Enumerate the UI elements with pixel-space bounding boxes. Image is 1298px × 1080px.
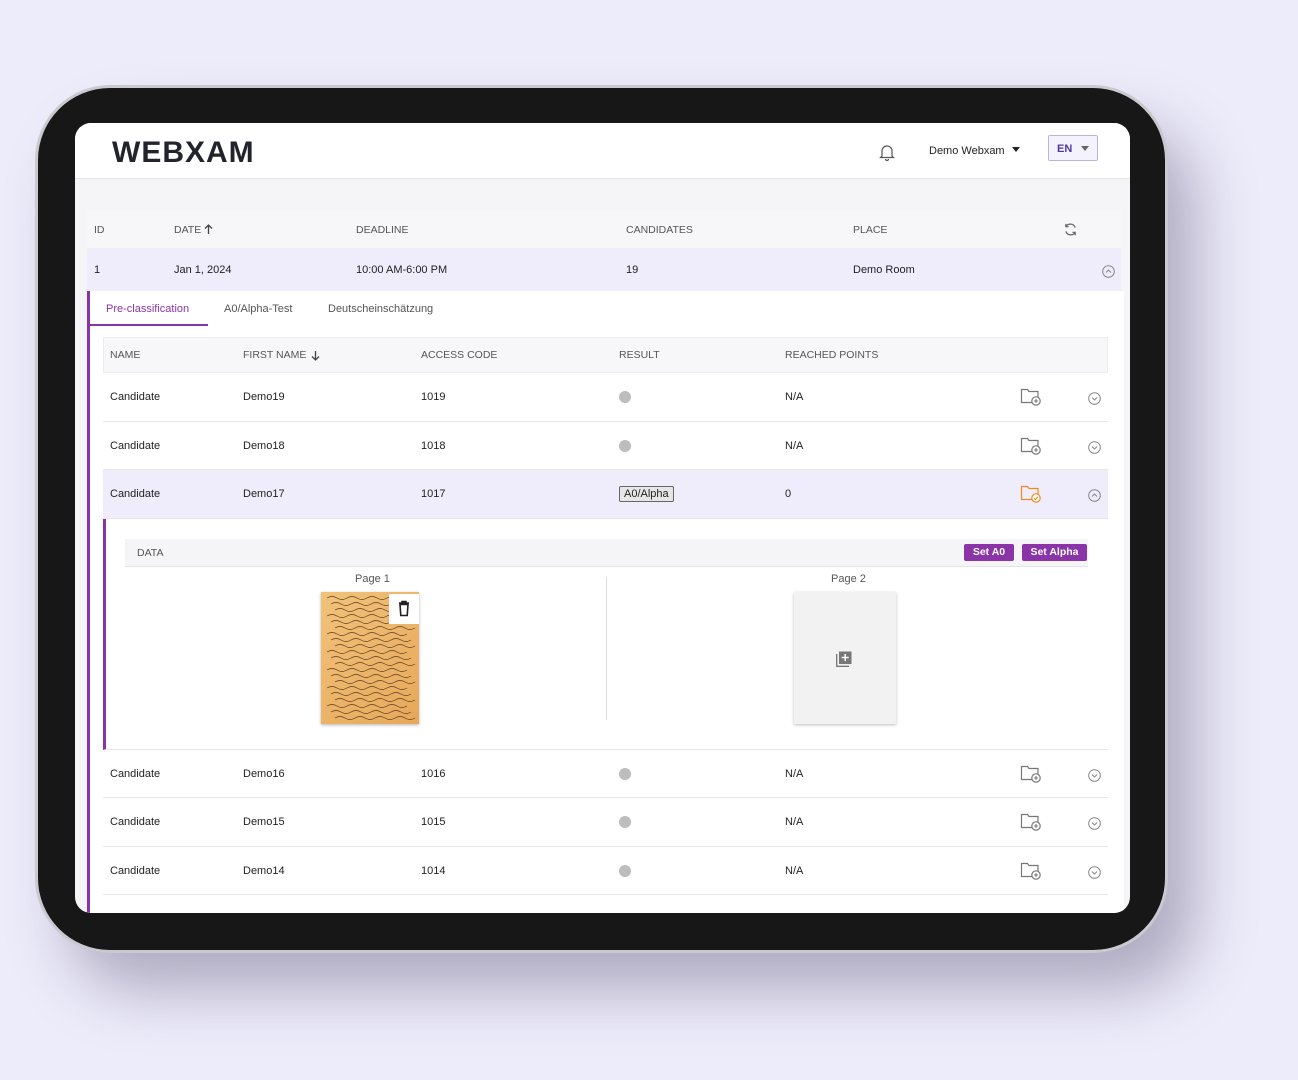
bell-icon[interactable] [879,143,895,161]
page-scan[interactable] [321,591,419,724]
data-bar: DATA Set A0 Set Alpha [125,538,1088,567]
language-select[interactable]: EN [1048,135,1098,161]
result-dot [619,391,631,403]
candidate-row[interactable]: Candidate Demo16 1016 N/A [103,749,1108,798]
exam-table: ID DATE DEADLINE CANDIDATES PLACE 1 Jan 1, 202… [87,211,1121,291]
column-header: NAME [110,349,141,361]
cell: 1018 [421,439,446,452]
action-button[interactable]: Set Alpha [1022,543,1087,561]
page-label: Page 2 [831,572,866,585]
cell: 1015 [421,816,446,828]
section-title: DATA [137,546,164,559]
cell: 1 [94,264,101,276]
cell: Candidate [110,767,161,780]
collapse-icon[interactable] [1088,489,1101,502]
cell: Jan 1, 2024 [174,264,232,276]
cell: 0 [785,488,792,500]
upload-folder-icon[interactable] [1020,386,1042,408]
expand-icon[interactable] [1088,817,1101,830]
cell: 1014 [421,864,446,877]
refresh-icon[interactable] [1063,222,1078,237]
cell: 1019 [421,391,446,403]
tab[interactable]: A0/Alpha-Test [224,303,293,315]
candidate-header [103,337,1108,373]
candidate-row[interactable]: Candidate Demo18 1018 N/A [103,421,1108,470]
tab[interactable]: Deutscheinschätzung [328,303,434,315]
delete-button[interactable] [389,593,419,624]
sort-desc-icon[interactable] [311,350,320,361]
column-header: ACCESS CODE [421,349,498,361]
exam-header [87,211,1121,249]
cell: N/A [785,816,804,828]
candidate-row[interactable]: Candidate Demo19 1019 N/A [103,373,1108,422]
cell: 10:00 AM-6:00 PM [356,264,448,276]
candidate-row[interactable]: Candidate Demo15 1015 N/A [103,798,1108,847]
result-dot [619,864,631,877]
cell: N/A [785,391,804,403]
page-placeholder[interactable] [794,591,896,724]
expand-icon[interactable] [1088,392,1101,405]
expand-icon[interactable] [1088,768,1101,782]
collapse-icon[interactable] [1102,265,1115,278]
cell: Candidate [110,816,161,828]
cell: Candidate [110,439,161,452]
cell: 1017 [421,488,446,500]
cell: Demo Room [853,264,915,276]
cell: N/A [785,767,804,780]
cell: Demo14 [243,864,285,877]
upload-folder-icon[interactable] [1020,860,1042,882]
column-header: PLACE [853,224,888,236]
candidate-detail: DATA Set A0 Set Alpha Page 1 Page 2 [103,518,1108,750]
cell: Demo17 [243,488,285,500]
column-header: CANDIDATES [626,224,693,236]
cell: Candidate [110,391,161,403]
result-dot [619,439,631,452]
exam-row[interactable] [87,248,1121,291]
cell: 19 [626,264,639,276]
upload-folder-icon[interactable] [1020,483,1042,505]
candidate-row[interactable]: Candidate Demo14 1014 N/A [103,846,1108,895]
page-label: Page 1 [355,572,390,585]
action-button[interactable]: Set A0 [964,543,1014,561]
candidate-row[interactable]: Candidate Demo17 1017 A0/Alpha 0 [103,470,1108,519]
cell: Candidate [110,488,161,500]
language: EN [1057,143,1073,155]
expand-icon[interactable] [1088,440,1101,454]
sort-asc-icon[interactable] [204,224,213,235]
column-header: DEADLINE [356,224,409,236]
divider [606,576,607,720]
add-page-icon[interactable] [836,651,852,667]
column-header: DATE [174,224,202,236]
column-header: REACHED POINTS [785,349,879,361]
screen: WEBXAM Demo Webxam EN ID DATE DEADLINE CAND… [75,123,1130,913]
active-tab-indicator [90,324,208,326]
cell: Candidate [110,864,161,877]
column-header: RESULT [619,349,660,361]
cell: Demo19 [243,391,285,403]
user-menu[interactable]: Demo Webxam [929,145,1005,157]
cell: Demo15 [243,816,285,828]
top-bar: WEBXAM Demo Webxam EN [75,123,1130,179]
cell: 1016 [421,767,446,780]
upload-folder-icon[interactable] [1020,435,1042,457]
tab[interactable]: Pre-classification [106,303,190,315]
upload-folder-icon[interactable] [1020,811,1042,833]
cell: N/A [785,439,804,452]
candidate-table: NAME FIRST NAME ACCESS CODE RESULT REACHED P… [103,337,1108,913]
logo[interactable]: WEBXAM [112,136,255,169]
column-header: FIRST NAME [243,349,307,361]
cell: Demo18 [243,439,285,452]
expand-icon[interactable] [1088,865,1101,879]
result-dot [619,816,631,828]
result-dot [619,767,631,780]
column-header: ID [94,224,105,236]
dropdown-caret [1012,147,1020,152]
result-badge: A0/Alpha [619,486,674,502]
upload-folder-icon[interactable] [1020,763,1042,785]
cell: N/A [785,864,804,877]
cell: Demo16 [243,767,285,780]
dropdown-caret [1081,146,1089,151]
